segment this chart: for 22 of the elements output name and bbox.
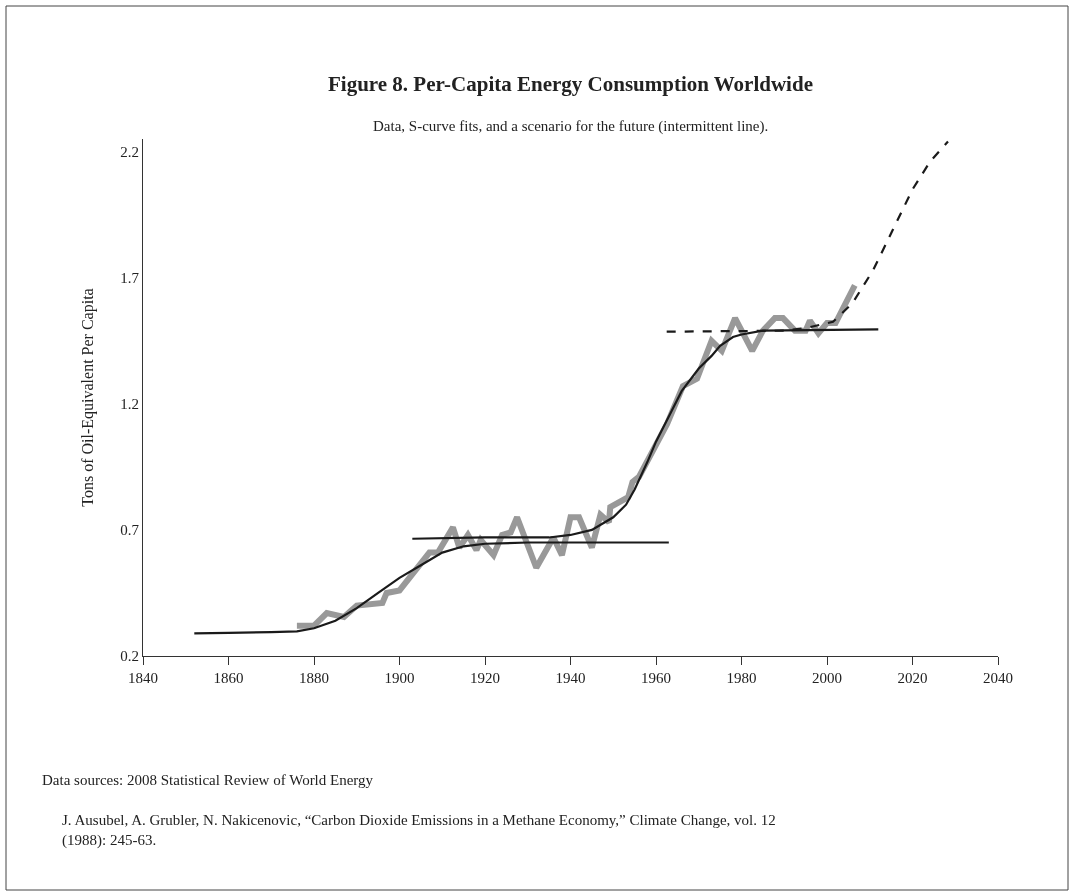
x-tick-label: 1840 <box>128 670 158 686</box>
x-tick-label: 1860 <box>213 670 244 686</box>
chart-subtitle: Data, S-curve fits, and a scenario for the future (intermittent line). <box>373 118 769 135</box>
x-tick-label: 1920 <box>470 670 500 686</box>
y-tick-label: 0.7 <box>120 522 140 539</box>
y-tick-label: 0.2 <box>120 648 139 665</box>
line-series <box>193 541 670 635</box>
text: J. Ausubel, A. Grubler, N. Nakicenovic, “Carbon Dioxide Emissions in a Methane Economy,” Climate Change, vol. 12 (1988): 245-63. <box>62 812 776 849</box>
x-tick-label: 1900 <box>384 670 415 686</box>
x-tick-label: 2020 <box>897 670 928 686</box>
x-tick-label: 1880 <box>299 670 329 686</box>
x-tick-label: 1980 <box>726 670 757 686</box>
chart-title: Figure 8. Per-Capita Energy Consumption Worldwide <box>328 72 813 96</box>
y-axis-title: Tons of Oil-Equivalent Per Capita <box>79 288 98 507</box>
y-tick-label: 2.2 <box>120 143 139 160</box>
text: Data sources: 2008 Statistical Review of World Energy <box>42 772 374 788</box>
x-tick-label: 2040 <box>983 670 1013 686</box>
y-tick-label: 1.7 <box>120 269 140 286</box>
y-tick-label: 1.2 <box>120 396 139 413</box>
x-tick-label: 1940 <box>555 670 586 686</box>
x-tick-label: 1960 <box>641 670 671 686</box>
x-tick-label: 2000 <box>812 670 842 686</box>
